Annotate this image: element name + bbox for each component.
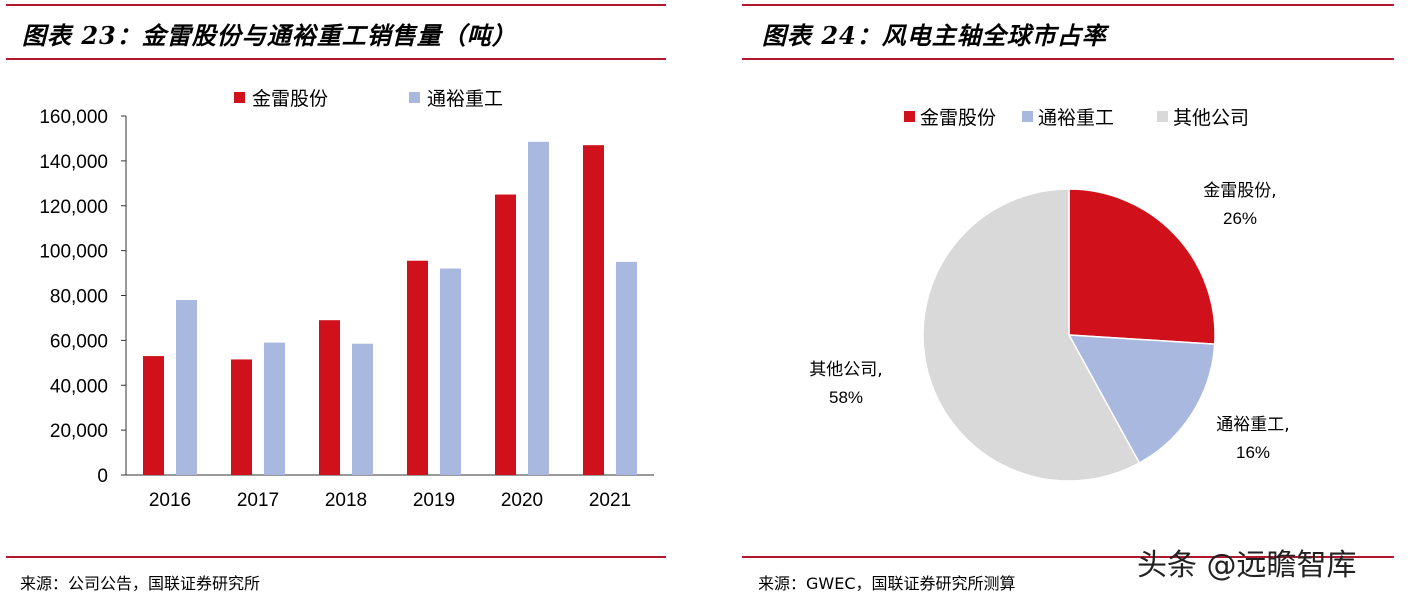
y-tick-label: 20,000 (50, 421, 108, 442)
y-tick-label: 80,000 (50, 287, 108, 308)
bar-jinlei-2021 (583, 145, 604, 475)
legend-label: 通裕重工 (1038, 107, 1114, 129)
top-rule (742, 4, 1394, 6)
x-tick-label: 2020 (501, 490, 543, 511)
y-tick-label: 60,000 (50, 331, 108, 352)
y-tick-label: 160,000 (39, 107, 108, 128)
y-tick-label: 40,000 (50, 376, 108, 397)
bar-tongyu-2018 (352, 343, 373, 475)
x-tick-label: 2018 (325, 490, 367, 511)
y-tick-label: 120,000 (39, 197, 108, 218)
bottom-rule (6, 556, 666, 558)
bar-tongyu-2019 (440, 268, 461, 475)
title-rule (742, 58, 1394, 60)
pie-chart: 金雷股份, 26% 通裕重工, 16% 其他公司, 58% 金雷股份 通裕重工 其他公司 (809, 107, 1290, 482)
bottom-rule (742, 556, 1394, 558)
label-tongyu-value: 16% (1236, 443, 1270, 462)
x-tick-label: 2017 (237, 490, 279, 511)
bar-tongyu-2021 (616, 261, 637, 475)
y-tick-label: 140,000 (39, 152, 108, 173)
y-tick-label: 0 (97, 466, 108, 487)
label-others-name: 其他公司, (809, 360, 882, 380)
title-rule (6, 58, 666, 60)
watermark: 头条 @远瞻智库 (1137, 548, 1357, 583)
bar-jinlei-2020 (495, 194, 516, 475)
label-others-value: 58% (829, 388, 863, 407)
bar-jinlei-2018 (319, 320, 340, 475)
x-tick-label: 2021 (589, 490, 631, 511)
legend-label: 其他公司 (1173, 107, 1249, 129)
label-jinlei-name: 金雷股份, (1203, 181, 1276, 201)
bar-tongyu-2016 (176, 299, 197, 475)
pie-slice-tongyu (1067, 334, 1216, 464)
chart-title: 图表 24：风电主轴全球市占率 (762, 21, 1107, 50)
source-note: 来源：公司公告，国联证券研究所 (20, 574, 261, 593)
pie-slice-others (922, 188, 1141, 482)
legend-swatch (409, 92, 420, 103)
x-tick-label: 2016 (149, 490, 191, 511)
top-rule (6, 4, 666, 6)
source-note: 来源：GWEC，国联证券研究所测算 (758, 574, 1016, 593)
legend-swatch (1157, 111, 1168, 122)
legend-label: 通裕重工 (427, 88, 503, 110)
legend-label: 金雷股份 (920, 107, 996, 129)
bar-jinlei-2017 (231, 359, 252, 475)
pie-slice-jinlei (1068, 188, 1216, 345)
bar-jinlei-2019 (407, 260, 428, 475)
bar-jinlei-2016 (143, 356, 164, 475)
y-tick-label: 100,000 (39, 242, 108, 263)
label-jinlei-value: 26% (1223, 209, 1257, 228)
bar-tongyu-2017 (264, 342, 285, 475)
x-tick-label: 2019 (413, 490, 455, 511)
bar-tongyu-2020 (528, 141, 549, 475)
legend-label: 金雷股份 (252, 88, 328, 110)
legend-swatch (1022, 111, 1033, 122)
bar-chart: 0 20,000 40,000 60,000 80,000 100,000 120,000 1… (39, 88, 654, 511)
chart-title: 图表 23：金雷股份与通裕重工销售量（吨） (22, 21, 517, 50)
legend-swatch (234, 92, 245, 103)
label-tongyu-name: 通裕重工, (1216, 415, 1289, 435)
legend-swatch (904, 111, 915, 122)
